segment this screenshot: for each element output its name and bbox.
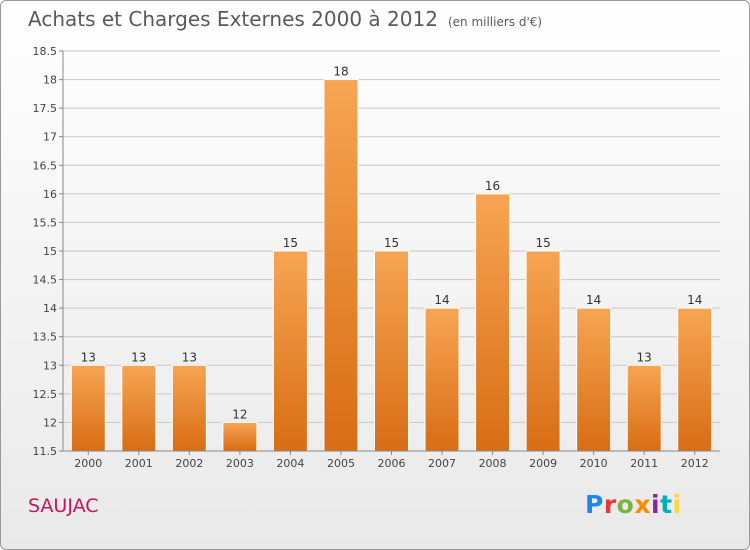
y-tick-label: 13 bbox=[43, 359, 57, 372]
y-tick-label: 15.5 bbox=[33, 216, 58, 229]
place-name: SAUJAC bbox=[28, 495, 99, 517]
bar bbox=[222, 421, 258, 452]
x-tick-label: 2006 bbox=[378, 457, 406, 470]
y-tick-label: 15 bbox=[43, 245, 57, 258]
data-label: 13 bbox=[182, 350, 197, 364]
y-tick-label: 12.5 bbox=[33, 388, 58, 401]
x-tick-label: 2001 bbox=[125, 457, 153, 470]
x-tick-labels: 2000 2001 2002 2003 2004 2005 2006 2007 2008 2009… bbox=[74, 451, 709, 470]
data-label: 12 bbox=[232, 407, 247, 421]
data-labels: 13 13 13 12 15 18 15 14 16 15 14 13 14 bbox=[81, 65, 703, 422]
y-tick-labels: 11.5 12 12.5 13 13.5 14 14.5 15 15.5 16 16.5 17 17.5… bbox=[33, 45, 58, 458]
data-label: 16 bbox=[485, 179, 500, 193]
chart-title: Achats et Charges Externes 2000 à 2012 (e… bbox=[28, 7, 542, 31]
x-tick-label: 2004 bbox=[276, 457, 304, 470]
x-tick-label: 2011 bbox=[630, 457, 658, 470]
x-tick-label: 2002 bbox=[175, 457, 203, 470]
y-tick-label: 11.5 bbox=[33, 445, 58, 458]
x-tick-label: 2010 bbox=[580, 457, 608, 470]
y-tick-label: 17.5 bbox=[33, 102, 58, 115]
y-tick-label: 17 bbox=[43, 131, 57, 144]
data-label: 18 bbox=[333, 65, 348, 79]
chart-unit: (en milliers d'€) bbox=[447, 15, 543, 29]
bars bbox=[70, 79, 713, 452]
data-label: 14 bbox=[687, 293, 702, 307]
bar bbox=[121, 364, 157, 452]
bar bbox=[424, 307, 460, 452]
y-tick-label: 14 bbox=[43, 302, 57, 315]
data-label: 15 bbox=[283, 236, 298, 250]
x-tick-label: 2005 bbox=[327, 457, 355, 470]
y-tick-label: 18.5 bbox=[33, 45, 58, 58]
bar bbox=[70, 364, 106, 452]
x-tick-label: 2007 bbox=[428, 457, 456, 470]
x-tick-label: 2008 bbox=[479, 457, 507, 470]
data-label: 13 bbox=[131, 350, 146, 364]
data-label: 13 bbox=[81, 350, 96, 364]
data-label: 15 bbox=[535, 236, 550, 250]
bar bbox=[677, 307, 713, 452]
x-tick-label: 2000 bbox=[74, 457, 102, 470]
bar bbox=[475, 193, 511, 452]
bar bbox=[171, 364, 207, 452]
x-tick-label: 2012 bbox=[681, 457, 709, 470]
data-label: 14 bbox=[434, 293, 449, 307]
data-label: 15 bbox=[384, 236, 399, 250]
bar bbox=[272, 250, 308, 452]
bar bbox=[626, 364, 662, 452]
bar bbox=[525, 250, 561, 452]
y-tick-label: 13.5 bbox=[33, 331, 58, 344]
y-tick-label: 18 bbox=[43, 74, 57, 87]
y-tick-label: 12 bbox=[43, 416, 57, 429]
y-tick-label: 16.5 bbox=[33, 159, 58, 172]
bar bbox=[576, 307, 612, 452]
bar bbox=[323, 79, 359, 452]
proxiti-logo: Proxiti bbox=[585, 490, 682, 519]
data-label: 14 bbox=[586, 293, 601, 307]
x-tick-label: 2009 bbox=[529, 457, 557, 470]
y-tick-label: 14.5 bbox=[33, 274, 58, 287]
y-tick-label: 16 bbox=[43, 188, 57, 201]
chart-title-text: Achats et Charges Externes 2000 à 2012 bbox=[28, 7, 438, 31]
data-label: 13 bbox=[637, 350, 652, 364]
bar bbox=[374, 250, 409, 452]
x-tick-label: 2003 bbox=[226, 457, 254, 470]
